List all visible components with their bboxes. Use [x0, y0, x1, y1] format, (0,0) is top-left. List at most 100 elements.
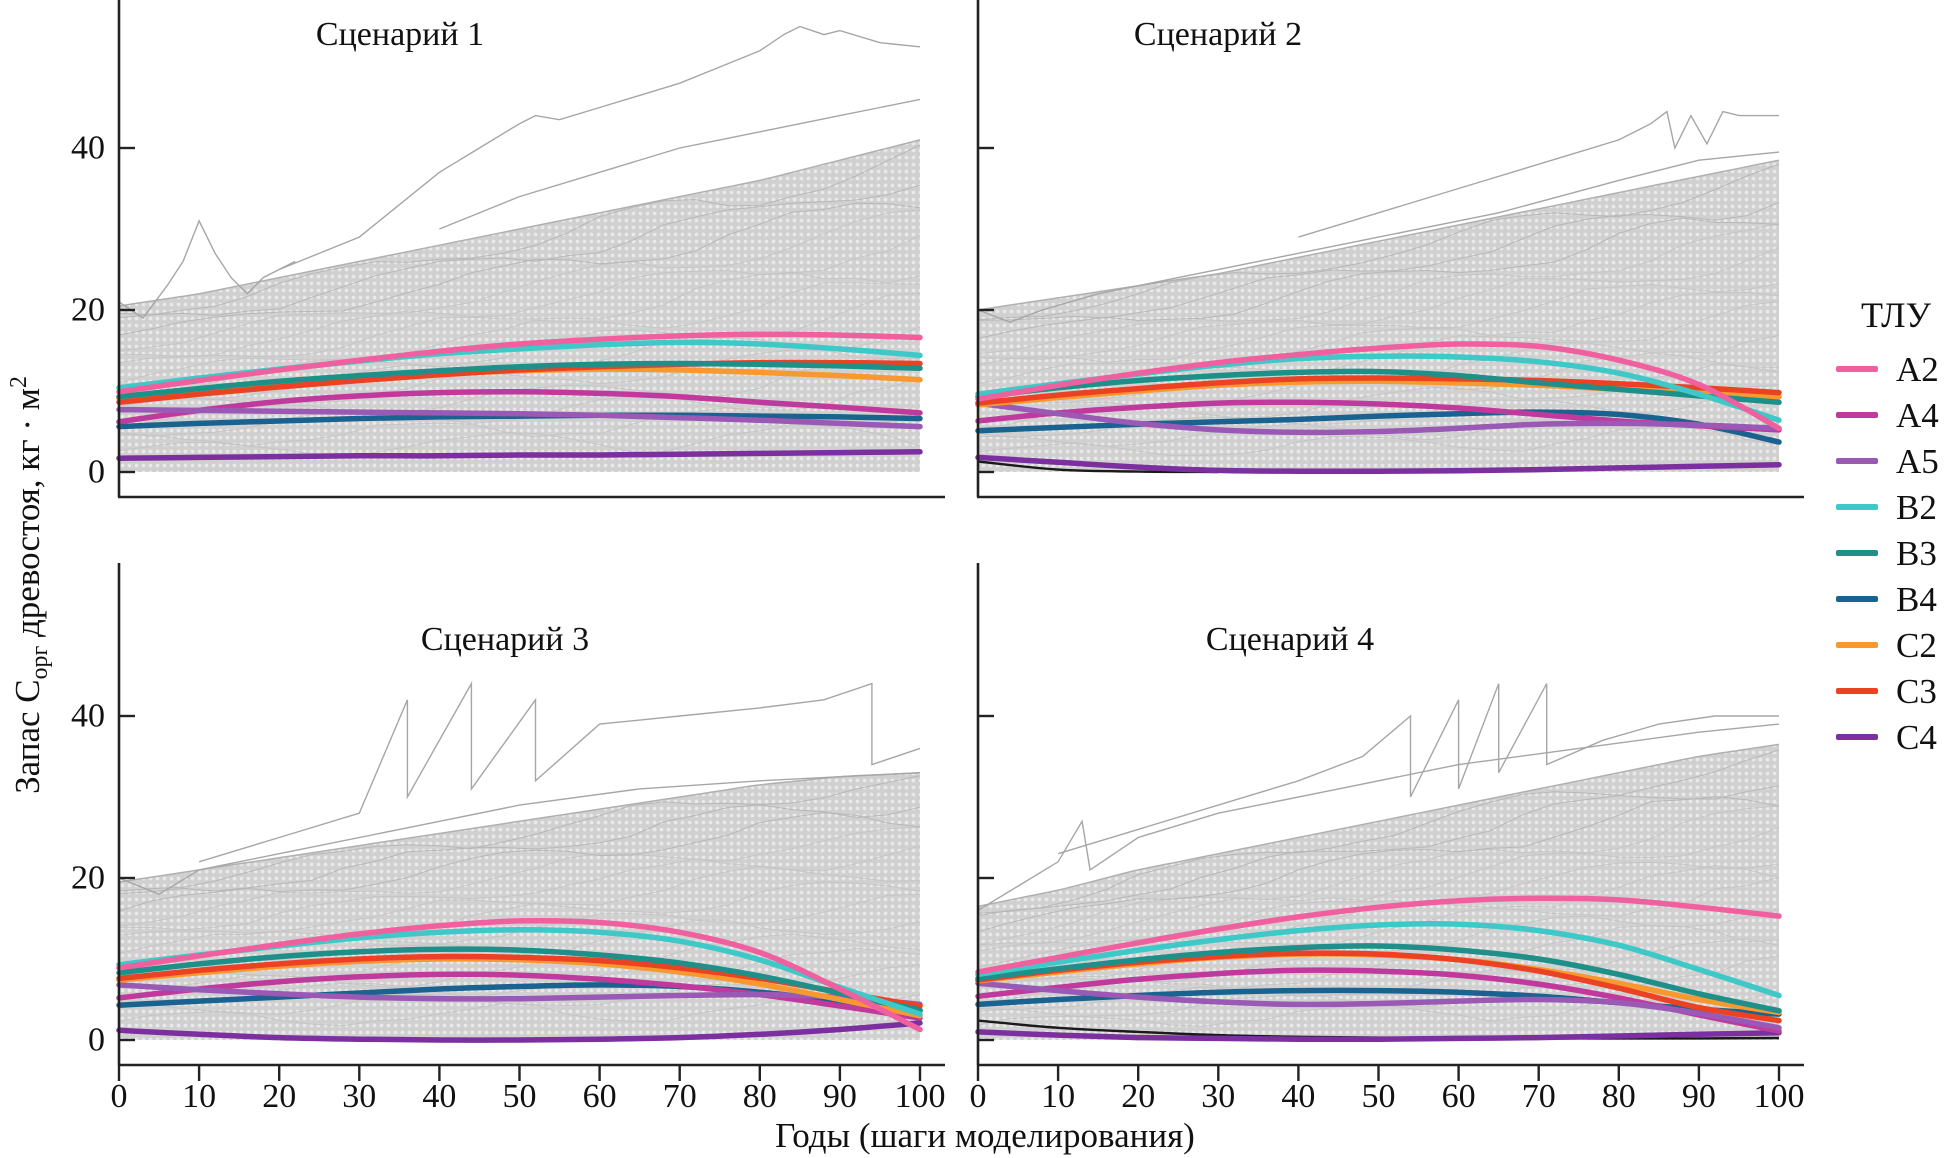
trajectory-line	[977, 749, 1780, 914]
trajectory-line	[977, 222, 1780, 355]
legend-item-A4: A4	[1836, 392, 1954, 438]
y-tick-label: 20	[71, 292, 105, 329]
x-axis-label: Годы (шаги моделирования)	[775, 1116, 1195, 1155]
legend-item-B3: B3	[1836, 530, 1954, 576]
trajectory-line	[118, 184, 921, 319]
outlier-trajectory-1	[977, 151, 1780, 323]
x-tick-label: 40	[422, 1078, 456, 1115]
y-axis-label-superscript: 2	[6, 376, 33, 389]
x-tick-label: 0	[970, 1078, 987, 1115]
series-B3-line	[116, 360, 923, 400]
panel-2	[975, 0, 1804, 499]
legend-swatch-B2	[1836, 504, 1878, 510]
series-A5-line	[975, 980, 1782, 1031]
legend-label-B2: B2	[1896, 487, 1937, 527]
series-B3-line	[116, 946, 923, 1013]
series-C3-line	[975, 375, 1782, 406]
trajectory-line	[977, 861, 1780, 952]
series-B2-line	[975, 920, 1782, 999]
outlier-trajectory-2	[198, 680, 921, 863]
trajectory-band	[978, 160, 1779, 472]
series-A2-line	[116, 331, 923, 395]
legend-label-B4: B4	[1896, 579, 1937, 619]
outlier-trajectory-1	[977, 723, 1780, 911]
x-tick-label: 50	[503, 1078, 537, 1115]
x-tick-label: 30	[342, 1078, 376, 1115]
series-C4-line	[975, 454, 1782, 475]
panel-3: 0 20 40 0 10 20 30 40 50 60 70 80 90 100	[71, 563, 946, 1115]
x-tick-label: 10	[182, 1078, 216, 1115]
series-A2-line	[975, 895, 1782, 975]
legend-label-A4: A4	[1896, 395, 1939, 435]
trajectory-line	[977, 384, 1780, 438]
x-tick-label: 90	[823, 1078, 857, 1115]
legend-swatch-A5	[1836, 458, 1878, 464]
series-C4-line	[116, 1020, 923, 1043]
x-tick-label: 0	[111, 1078, 128, 1115]
x-tick-label: 60	[1442, 1078, 1476, 1115]
legend-item-A5: A5	[1836, 438, 1954, 484]
trajectory-line	[977, 283, 1780, 366]
legend-swatch-B3	[1836, 550, 1878, 556]
trajectory-line	[977, 163, 1780, 321]
legend-label-A5: A5	[1896, 441, 1939, 481]
outlier-trajectory-2	[1057, 683, 1779, 855]
trajectory-line	[977, 217, 1780, 339]
trajectory-line	[118, 202, 921, 336]
legend-swatch-C3	[1836, 688, 1878, 694]
legend-item-B4: B4	[1836, 576, 1954, 622]
x-tick-label: 20	[262, 1078, 296, 1115]
trajectory-band-edge	[977, 159, 1780, 311]
x-tick-label: 80	[743, 1078, 777, 1115]
x-tick-label: 100	[1754, 1078, 1805, 1115]
panel-title-scenario-4: Сценарий 4	[1205, 621, 1375, 658]
outlier-trajectory-1	[118, 772, 921, 895]
trajectory-band	[119, 139, 920, 472]
trajectory-line	[118, 881, 921, 954]
series-B3-line	[975, 368, 1782, 406]
trajectory-band-edge	[118, 771, 921, 883]
series-C4-line	[975, 1029, 1782, 1043]
series-A2-line	[116, 917, 923, 1033]
trajectory-line	[118, 933, 921, 977]
legend-item-C4: C4	[1836, 714, 1954, 760]
legend-label-C3: C3	[1896, 671, 1937, 711]
x-tick-label: 50	[1362, 1078, 1396, 1115]
legend-item-A2: A2	[1836, 346, 1954, 392]
legend-label-C2: C2	[1896, 625, 1937, 665]
trajectory-line	[118, 423, 921, 458]
outlier-trajectory-1	[118, 219, 296, 320]
legend-swatch-C2	[1836, 642, 1878, 648]
trajectory-line	[118, 271, 921, 364]
trajectory-line	[118, 144, 921, 316]
y-tick-label: 0	[88, 1022, 105, 1059]
y-axis-label-subscript: орг	[26, 645, 53, 680]
series-B4-line	[975, 409, 1782, 445]
x-tick-label: 10	[1041, 1078, 1075, 1115]
trajectory-line	[977, 805, 1780, 946]
x-tick-label: 40	[1281, 1078, 1315, 1115]
x-tick-label: 60	[583, 1078, 617, 1115]
legend-label-B3: B3	[1896, 533, 1937, 573]
trajectory-line	[118, 845, 921, 931]
legend-title: ТЛУ	[1860, 295, 1932, 335]
trajectory-line	[118, 812, 921, 912]
series-A5-line	[116, 982, 923, 1008]
panel-title-scenario-2: Сценарий 2	[1133, 16, 1303, 53]
legend-items: A2 A4 A5 B2 B3 B4 C2 C3 C4	[1836, 346, 1954, 760]
trajectory-line	[118, 234, 921, 358]
y-axis-label-mid: древостоя, кг · м	[7, 388, 47, 646]
trajectory-line	[977, 247, 1780, 361]
trajectory-line	[977, 796, 1780, 933]
panel-title-scenario-1: Сценарий 1	[315, 16, 485, 53]
y-tick-label: 40	[71, 130, 105, 167]
outlier-trajectory-3	[439, 98, 921, 230]
x-tick-label: 30	[1201, 1078, 1235, 1115]
legend-label-C4: C4	[1896, 717, 1937, 757]
legend-swatch-C4	[1836, 734, 1878, 740]
trajectory-line	[118, 947, 921, 998]
series-A5-line	[975, 400, 1782, 436]
trajectory-line	[977, 785, 1780, 917]
